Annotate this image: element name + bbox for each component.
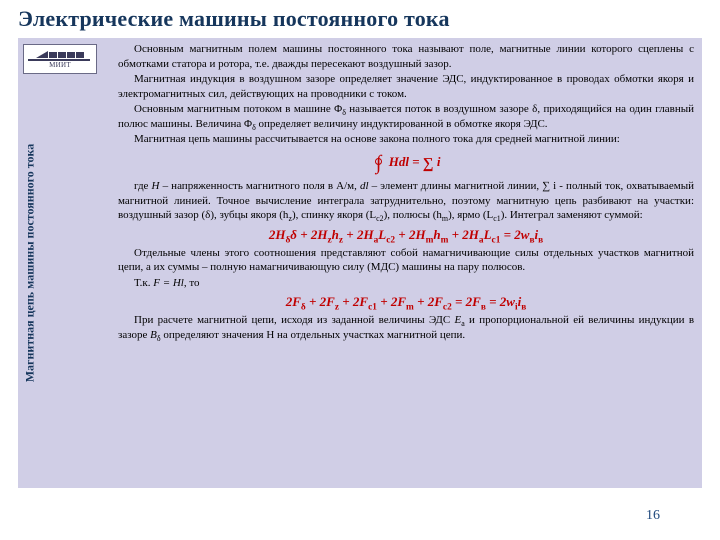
para-1: Основным магнитным полем машины постоянн… [118, 42, 694, 71]
equation-1: ∫ Hdl = ∑ i [118, 150, 694, 176]
contour-integral-icon: ∫ [372, 150, 386, 176]
sum-icon: ∑ [423, 155, 434, 175]
para-7: Т.к. F = Hl, то [118, 276, 694, 291]
logo-text: МИИТ [28, 61, 92, 69]
page-title: Электрические машины постоянного тока [18, 6, 450, 32]
content-panel: МИИТ Магнитная цепь машины постоянного т… [18, 38, 702, 488]
para-5: где H – напряженность магнитного поля в … [118, 179, 694, 223]
page-number: 16 [646, 508, 660, 524]
para-6: Отдельные члены этого соотношения предст… [118, 246, 694, 275]
body-text: Основным магнитным полем машины постоянн… [118, 42, 694, 343]
para-8: При расчете магнитной цепи, исходя из за… [118, 313, 694, 342]
equation-3: 2Fδ + 2Fz + 2Fс1 + 2Fm + 2Fc2 = 2Fв = 2w… [118, 293, 694, 310]
train-icon [28, 49, 92, 58]
slide: Электрические машины постоянного тока МИ… [0, 0, 720, 540]
logo: МИИТ [23, 44, 97, 74]
vertical-section-label: Магнитная цепь машины постоянного тока [23, 103, 38, 423]
para-3: Основным магнитным потоком в машине Φδ н… [118, 102, 694, 131]
para-2: Магнитная индукция в воздушном зазоре оп… [118, 72, 694, 101]
equation-2: 2Hδδ + 2Hzhz + 2HaLс2 + 2Hmhm + 2HaLс1 =… [118, 226, 694, 243]
para-4: Магнитная цепь машины рассчитывается на … [118, 132, 694, 147]
